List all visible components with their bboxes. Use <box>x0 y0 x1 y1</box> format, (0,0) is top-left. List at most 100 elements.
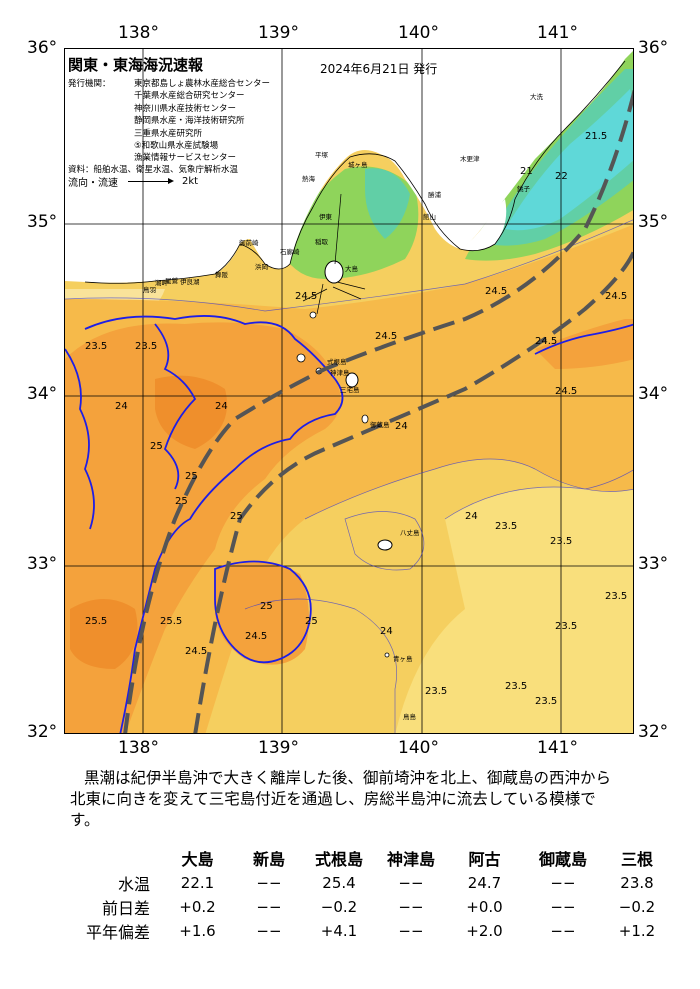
contour-label: 24.5 <box>245 631 267 642</box>
table-cell: +0.0 <box>466 898 503 916</box>
contour-label: 23.5 <box>555 621 577 632</box>
table-cell: −− <box>256 874 282 892</box>
agency-item: 静岡県水産・海洋技術研究所 <box>134 116 245 127</box>
table-cell: +1.6 <box>179 922 216 940</box>
lat-label-left: 35° <box>27 212 58 232</box>
agency-row: 静岡県水産・海洋技術研究所 <box>68 115 270 127</box>
lon-label-bottom: 139° <box>258 738 299 758</box>
place-label: 潮岬 <box>155 278 169 287</box>
column-header: 式根島 <box>314 850 363 869</box>
column-header: 新島 <box>252 850 285 869</box>
description-line: す。 <box>70 811 100 829</box>
place-label: 大洗 <box>530 92 544 101</box>
table-cell: −− <box>256 922 282 940</box>
place-label: 熱海 <box>302 174 316 183</box>
table-cell: +4.1 <box>320 922 358 940</box>
land-boso <box>460 199 507 251</box>
island-hachijojima <box>377 539 393 551</box>
agency-row: 発行機関： 東京都島しょ農林水産総合センター <box>68 78 270 90</box>
table-cell: −− <box>550 922 576 940</box>
agency-item: 神奈川県水産技術センター <box>134 103 237 114</box>
map-canvas: 25 25 25 25 25 25 25.5 25.5 24.5 24.5 24.5 24.5 24.5… <box>65 49 633 733</box>
lat-label-left: 34° <box>27 384 58 404</box>
contour-label: 23.5 <box>535 696 557 707</box>
lon-label-top: 138° <box>118 23 159 43</box>
flow-legend-unit: 2kt <box>182 176 199 187</box>
table-corner <box>70 845 160 871</box>
place-label: 御蔵島 <box>370 420 390 429</box>
contour-label: 23.5 <box>605 591 627 602</box>
place-label: 浜岡 <box>255 262 268 271</box>
table-cell: −− <box>550 898 576 916</box>
table-cell: +2.0 <box>466 922 503 940</box>
row-header: 水温 <box>117 875 150 894</box>
table-cell: +1.2 <box>618 922 656 940</box>
contour-label: 23.5 <box>135 341 157 352</box>
place-label: 神津島 <box>330 368 350 377</box>
place-label: 銚子 <box>517 184 531 193</box>
contour-label: 23.5 <box>505 681 527 692</box>
place-label: 青ヶ島 <box>393 654 413 663</box>
place-label: 伊良湖 <box>180 277 200 286</box>
bay-cold-core <box>365 168 410 239</box>
contour-label: 24.5 <box>535 336 557 347</box>
place-label: 式根島 <box>327 357 347 366</box>
contour-label: 25.5 <box>160 616 182 627</box>
table-cell: +0.2 <box>179 898 216 916</box>
place-label: 鳥島 <box>403 712 417 721</box>
table-row: 水温 22.1 −− 25.4 −− 24.7 −− 23.8 <box>70 871 670 895</box>
agency-row: 三重県水産研究所 <box>68 128 270 140</box>
sea-25-zone-south <box>215 562 309 665</box>
agency-row: 神奈川県水産技術センター <box>68 103 270 115</box>
row-header: 前日差 <box>101 899 150 918</box>
water-temperature-table: 大島 新島 式根島 神津島 阿古 御蔵島 三根 水温 22.1 −− 25.4 … <box>70 845 670 943</box>
contour-label: 25 <box>260 601 273 612</box>
table-row: 前日差 +0.2 −− −0.2 −− +0.0 −− −0.2 <box>70 895 670 919</box>
flow-vector <box>302 288 328 302</box>
island-miyakejima <box>345 372 359 388</box>
table-cell: −0.2 <box>618 898 656 916</box>
contour-label: 21.5 <box>585 131 607 142</box>
table-cell: 22.1 <box>180 874 215 892</box>
contour-label: 24 <box>215 401 228 412</box>
contour-label: 24.5 <box>605 291 627 302</box>
lat-label-right: 34° <box>638 384 669 404</box>
sea-temperature-map: 25 25 25 25 25 25 25.5 25.5 24.5 24.5 24.5 24.5 24.5… <box>64 48 634 734</box>
column-header: 御蔵島 <box>538 850 587 869</box>
lat-label-left: 36° <box>27 38 58 58</box>
contour-label: 25 <box>150 441 163 452</box>
contour-label: 24.5 <box>185 646 207 657</box>
lon-label-bottom: 141° <box>537 738 578 758</box>
place-label: 木更津 <box>460 154 480 163</box>
contour-label: 25 <box>230 511 243 522</box>
table-cell: −− <box>550 874 576 892</box>
data-source: 資料：船舶水温、衛星水温、気象庁解析水温 <box>68 165 239 175</box>
column-header: 大島 <box>181 850 214 869</box>
lat-label-left: 33° <box>27 554 58 574</box>
contour-label: 23.5 <box>85 341 107 352</box>
flow-vector <box>316 283 324 315</box>
island-niijima <box>296 353 306 363</box>
place-label: 尾鷲 <box>165 276 179 285</box>
lon-label-top: 141° <box>537 23 578 43</box>
flow-vectors <box>302 193 366 315</box>
agency-item: 三重県水産研究所 <box>134 128 203 139</box>
column-header: 神津島 <box>386 850 435 869</box>
issue-date: 2024年6月21日 発行 <box>320 62 438 76</box>
kuroshio-axis <box>123 88 633 733</box>
agency-item: ⑤和歌山県水産試験場 <box>134 141 219 152</box>
place-label: 稲取 <box>315 237 329 246</box>
place-label: 城ヶ島 <box>348 160 368 169</box>
table-cell: 25.4 <box>322 874 356 892</box>
island-oshima <box>324 260 344 284</box>
map-title: 関東・東海海況速報 <box>68 56 204 74</box>
table-cell: −− <box>398 922 424 940</box>
lon-label-bottom: 138° <box>118 738 159 758</box>
contour-label: 25 <box>305 616 318 627</box>
table-cell: −− <box>256 898 282 916</box>
lat-label-left: 32° <box>27 722 58 742</box>
table-row: 平年偏差 +1.6 −− +4.1 −− +2.0 −− +1.2 <box>70 919 670 943</box>
contour-label: 25 <box>175 496 188 507</box>
agency-item: 東京都島しょ農林水産総合センター <box>134 79 271 89</box>
